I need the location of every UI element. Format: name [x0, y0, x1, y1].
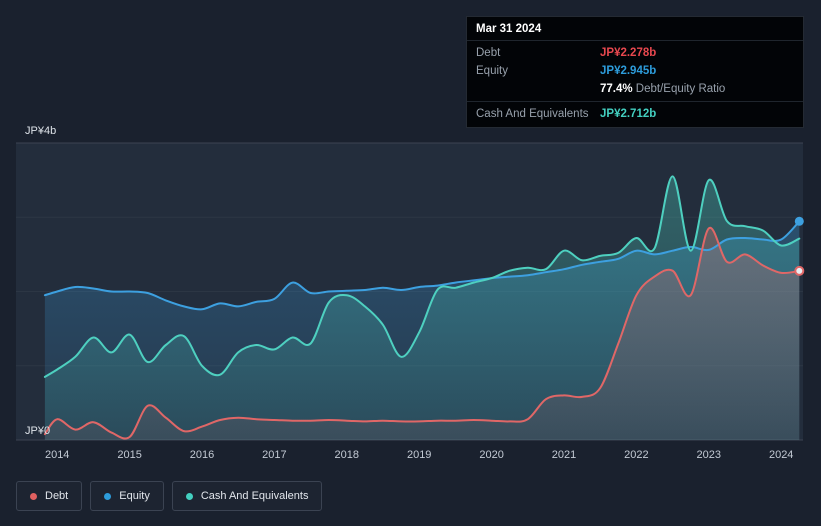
tooltip: Mar 31 2024 Debt JP¥2.278b Equity JP¥2.9… [466, 16, 804, 128]
tooltip-date: Mar 31 2024 [467, 17, 803, 41]
tooltip-ratio-value: 77.4% [600, 83, 633, 95]
x-axis-tick-label: 2017 [262, 449, 286, 461]
tooltip-row-debt: Debt JP¥2.278b [467, 41, 803, 62]
x-axis-tick-label: 2018 [335, 449, 359, 461]
y-axis-label-bottom: JP¥0 [25, 425, 50, 437]
legend-item-equity[interactable]: Equity [90, 481, 164, 511]
equity-dot-icon [104, 492, 112, 500]
legend-item-cash[interactable]: Cash And Equivalents [171, 481, 323, 511]
legend-label-debt: Debt [45, 490, 69, 502]
legend-item-debt[interactable]: Debt [16, 481, 83, 511]
tooltip-ratio-label: Debt/Equity Ratio [632, 83, 726, 95]
x-axis-tick-label: 2019 [407, 449, 431, 461]
tooltip-row-cash: Cash And Equivalents JP¥2.712b [467, 101, 803, 127]
tooltip-debt-value: JP¥2.278b [600, 47, 657, 59]
legend-label-equity: Equity [119, 490, 150, 502]
tooltip-cash-value: JP¥2.712b [600, 108, 657, 120]
legend: Debt Equity Cash And Equivalents [16, 481, 323, 511]
x-axis-tick-label: 2021 [552, 449, 576, 461]
tooltip-cash-label: Cash And Equivalents [476, 108, 589, 120]
endpoint-debt-marker[interactable] [794, 265, 805, 276]
tooltip-equity-label: Equity [476, 65, 508, 77]
endpoint-equity-marker[interactable] [794, 216, 804, 226]
tooltip-row-equity: Equity JP¥2.945b [467, 62, 803, 80]
area-debt [44, 227, 800, 440]
legend-label-cash: Cash And Equivalents [200, 490, 309, 502]
line-debt [43, 227, 801, 440]
x-axis-tick-label: 2016 [190, 449, 214, 461]
line-cash-and-equivalents [43, 175, 801, 378]
cash-dot-icon [185, 492, 193, 500]
x-axis-tick-label: 2014 [45, 449, 69, 461]
y-axis-label-top: JP¥4b [25, 125, 56, 137]
x-axis-tick-label: 2015 [117, 449, 141, 461]
x-axis-tick-label: 2024 [769, 449, 793, 461]
x-axis-tick-label: 2020 [479, 449, 503, 461]
tooltip-row-ratio: 77.4% Debt/Equity Ratio [467, 80, 803, 98]
x-axis-tick-label: 2022 [624, 449, 648, 461]
tooltip-equity-value: JP¥2.945b [600, 65, 657, 77]
x-axis-tick-label: 2023 [697, 449, 721, 461]
tooltip-debt-label: Debt [476, 47, 501, 59]
debt-dot-icon [30, 492, 37, 500]
line-equity [43, 220, 801, 311]
